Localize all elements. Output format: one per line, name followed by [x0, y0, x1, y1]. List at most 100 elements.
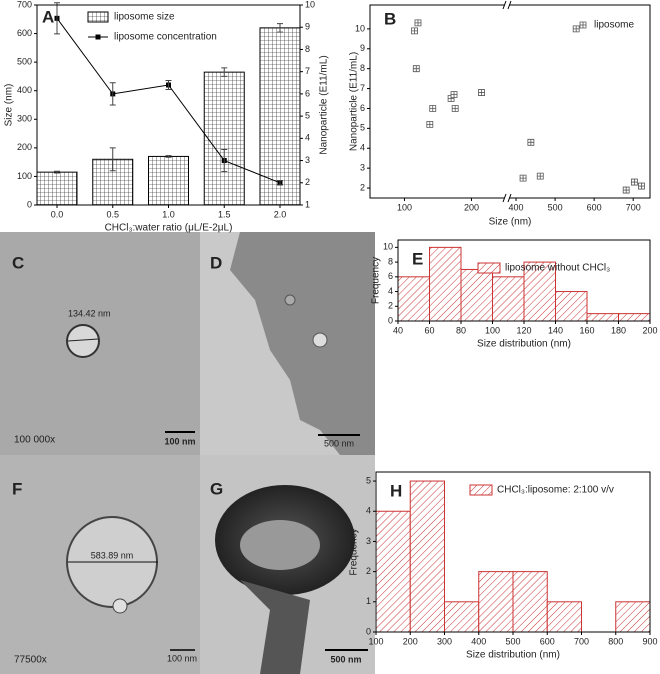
panel-label: C: [12, 253, 24, 272]
point: [426, 120, 434, 128]
y-tick-label: 4: [366, 506, 371, 516]
x-tick-label: 400: [471, 636, 486, 646]
x-tick-label: 400: [509, 202, 524, 212]
x-tick-label: 0.0: [51, 209, 64, 219]
axis-title: Frequency: [371, 257, 382, 304]
y-tick-label: 3: [360, 163, 365, 173]
y-tick-label: 1: [366, 596, 371, 606]
bar: [460, 268, 493, 322]
scale-bar: 500 nm: [330, 654, 361, 664]
bar: [259, 27, 301, 206]
point: [414, 19, 422, 27]
y-tick-label: 5: [360, 123, 365, 133]
x-tick-label: 800: [608, 636, 623, 646]
error-bar: [165, 155, 172, 158]
bar: [429, 246, 462, 322]
plot-frame: [36, 4, 301, 206]
magnification: 77500x: [14, 655, 47, 666]
bar: [397, 276, 430, 322]
x-tick-label: 0.5: [106, 209, 119, 219]
bar: [36, 171, 78, 206]
point: [412, 65, 420, 73]
point: [638, 182, 645, 190]
error-bar: [109, 147, 116, 172]
axis-break: [505, 194, 509, 202]
axis-title: Size distribution (nm): [466, 650, 560, 661]
point: [478, 89, 485, 96]
point: [536, 172, 544, 180]
bar: [148, 155, 189, 206]
y-tick-label: 0: [388, 315, 393, 325]
scale-bar: 500 nm: [324, 438, 354, 448]
x-tick-label: 160: [579, 325, 594, 335]
y-tick-label: 10: [305, 0, 315, 9]
x-tick-label: 120: [516, 325, 531, 335]
magnification: 100 000x: [14, 435, 55, 446]
y-tick-label: 2: [305, 177, 310, 187]
error-bar: [54, 2, 60, 35]
axis-title: Size distribution (nm): [477, 339, 571, 350]
y-tick-label: 6: [388, 271, 393, 281]
y-tick-label: 9: [360, 43, 365, 53]
annotation: 134.42 nm: [68, 308, 111, 318]
x-tick-label: 100: [368, 636, 383, 646]
panel-label: D: [210, 253, 222, 272]
micrograph-g: G 500 nm: [200, 455, 375, 674]
axis-title: CHCl₃:water ratio (μL/E-2μL): [105, 223, 233, 234]
y-tick-label: 10: [355, 23, 365, 33]
legend-label: liposome without CHCl₃: [505, 263, 610, 274]
y-tick-label: 3: [305, 155, 310, 165]
bar: [478, 571, 514, 633]
point: [572, 25, 580, 33]
y-tick-label: 5: [366, 475, 371, 485]
point: [519, 174, 527, 182]
error-bar: [221, 67, 228, 77]
x-tick-label: 180: [611, 325, 626, 335]
axis-break: [502, 193, 512, 203]
x-tick-label: 100: [397, 202, 412, 212]
legend-swatch: [87, 11, 109, 23]
y-tick-label: 9: [305, 22, 310, 32]
x-tick-label: 40: [393, 325, 403, 335]
x-tick-label: 80: [456, 325, 466, 335]
y-tick-label: 200: [17, 142, 32, 152]
x-tick-label: 300: [437, 636, 452, 646]
axis-title: Nanoparticle (E11/mL): [319, 55, 330, 154]
y-tick-label: 7: [360, 83, 365, 93]
bar: [546, 601, 582, 633]
error-bar: [277, 23, 283, 33]
x-tick-label: 700: [626, 202, 641, 212]
y-tick-label: 300: [17, 114, 32, 124]
point: [451, 105, 459, 112]
scale-bar: 100 nm: [164, 436, 195, 446]
scale-bar: 100 nm: [167, 653, 197, 663]
legend-label: CHCl₃:liposome: 2:100 v/v: [497, 485, 614, 496]
y-tick-label: 2: [388, 301, 393, 311]
y-tick-label: 6: [360, 103, 365, 113]
x-tick-label: 600: [587, 202, 602, 212]
legend-swatch: [469, 484, 493, 496]
y-tick-label: 2: [366, 566, 371, 576]
y-tick-label: 4: [388, 286, 393, 296]
point: [630, 178, 638, 186]
axis-title: Frequency: [349, 528, 360, 575]
y-tick-label: 1: [305, 199, 310, 209]
x-tick-label: 1.0: [162, 209, 175, 219]
y-tick-label: 4: [305, 133, 310, 143]
y-tick-label: 8: [305, 44, 310, 54]
plot-frame: [397, 239, 651, 322]
axis-break: [502, 0, 512, 10]
y-tick-label: 3: [366, 536, 371, 546]
y-tick-label: 600: [17, 28, 32, 38]
y-tick-label: 10: [383, 242, 393, 252]
x-tick-label: 100: [485, 325, 500, 335]
y-tick-label: 0: [366, 626, 371, 636]
y-tick-label: 8: [360, 63, 365, 73]
point: [450, 91, 458, 98]
micrograph-f: F 583.89 nm 77500x 100 nm: [0, 455, 200, 674]
micrograph-d: D 500 nm: [200, 232, 375, 455]
bar: [512, 571, 548, 633]
x-tick-label: 500: [548, 202, 563, 212]
panel-label: H: [390, 481, 402, 500]
